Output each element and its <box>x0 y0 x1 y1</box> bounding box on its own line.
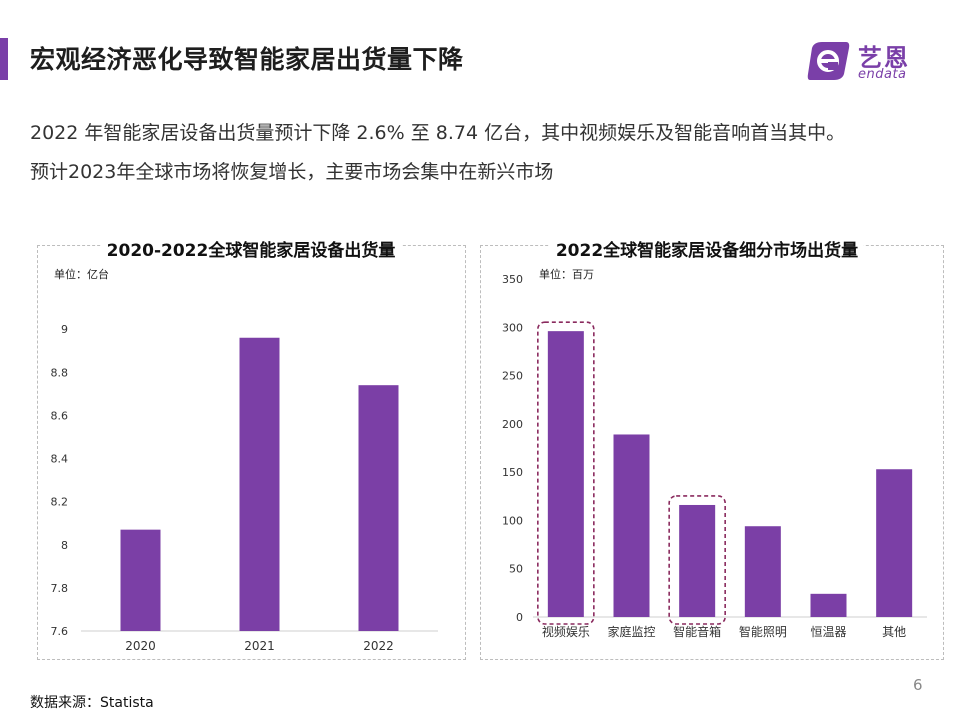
title-accent-bar <box>0 38 8 80</box>
chart-title: 2020-2022全球智能家居设备出货量 <box>100 236 402 261</box>
bar <box>120 529 161 631</box>
unit-label: 单位：亿台 <box>54 266 111 282</box>
bar <box>358 385 399 631</box>
y-tick-label: 8.4 <box>51 453 69 466</box>
y-tick-label: 8.6 <box>51 409 69 422</box>
data-source: 数据来源：Statista <box>30 695 154 711</box>
x-tick-label: 2022 <box>363 639 394 653</box>
chart-segment-shipments: 0 50 100 150 200 250 300 350 视频娱乐 家庭监控 智能音箱 智能照明 恒温器… <box>480 236 944 660</box>
x-tick-label: 智能照明 <box>739 624 787 639</box>
y-tick-label: 300 <box>502 321 523 334</box>
summary-line-1: 2022 年智能家居设备出货量预计下降 2.6% 至 8.74 亿台，其中视频娱… <box>30 122 846 144</box>
x-tick-label: 其他 <box>882 625 906 639</box>
y-tick-label: 7.8 <box>51 582 69 595</box>
highlight-frame <box>668 495 726 625</box>
bar <box>547 331 584 617</box>
y-tick-label: 8 <box>61 539 68 552</box>
bar <box>239 337 280 631</box>
logo-cn-text: 艺恩 <box>858 44 910 72</box>
y-tick-label: 9 <box>61 323 68 336</box>
x-tick-label: 2020 <box>125 639 156 653</box>
y-tick-label: 200 <box>502 418 523 431</box>
endata-logo: 艺恩 endata <box>806 38 928 86</box>
x-tick-label: 智能音箱 <box>673 624 721 639</box>
chart-segment-shipments-svg: 0 50 100 150 200 250 300 350 视频娱乐 家庭监控 智能音箱 智能照明 恒温器… <box>502 273 927 639</box>
slide-title: 宏观经济恶化导致智能家居出货量下降 <box>30 45 464 74</box>
y-tick-label: 0 <box>516 611 523 624</box>
bar <box>679 504 716 617</box>
y-tick-label: 100 <box>502 514 523 527</box>
endata-logo-icon <box>807 42 850 80</box>
x-tick-label: 视频娱乐 <box>542 624 590 639</box>
bar <box>876 469 913 617</box>
x-tick-label: 家庭监控 <box>607 624 655 639</box>
bar <box>744 526 781 617</box>
bar <box>810 593 847 617</box>
y-tick-label: 250 <box>502 370 523 383</box>
unit-label: 单位：百万 <box>539 266 596 282</box>
x-tick-label: 2021 <box>244 639 275 653</box>
chart-annual-shipments: 7.6 7.8 8 8.2 8.4 8.6 8.8 9 2020 2021 2022 2020-20… <box>37 236 466 660</box>
summary-line-2: 预计2023年全球市场将恢复增长，主要市场会集中在新兴市场 <box>30 161 554 183</box>
y-tick-label: 8.8 <box>51 366 69 379</box>
bar <box>613 434 650 617</box>
chart-title: 2022全球智能家居设备细分市场出货量 <box>549 236 865 261</box>
page-number: 6 <box>913 676 923 694</box>
y-tick-label: 150 <box>502 466 523 479</box>
x-tick-label: 恒温器 <box>810 625 846 639</box>
y-tick-label: 50 <box>509 563 523 576</box>
y-tick-label: 7.6 <box>51 625 69 638</box>
chart-annual-shipments-svg: 7.6 7.8 8 8.2 8.4 8.6 8.8 9 2020 2021 2022 <box>51 323 438 653</box>
y-tick-label: 8.2 <box>51 496 69 509</box>
logo-en-text: endata <box>858 67 907 82</box>
y-tick-label: 350 <box>502 273 523 286</box>
